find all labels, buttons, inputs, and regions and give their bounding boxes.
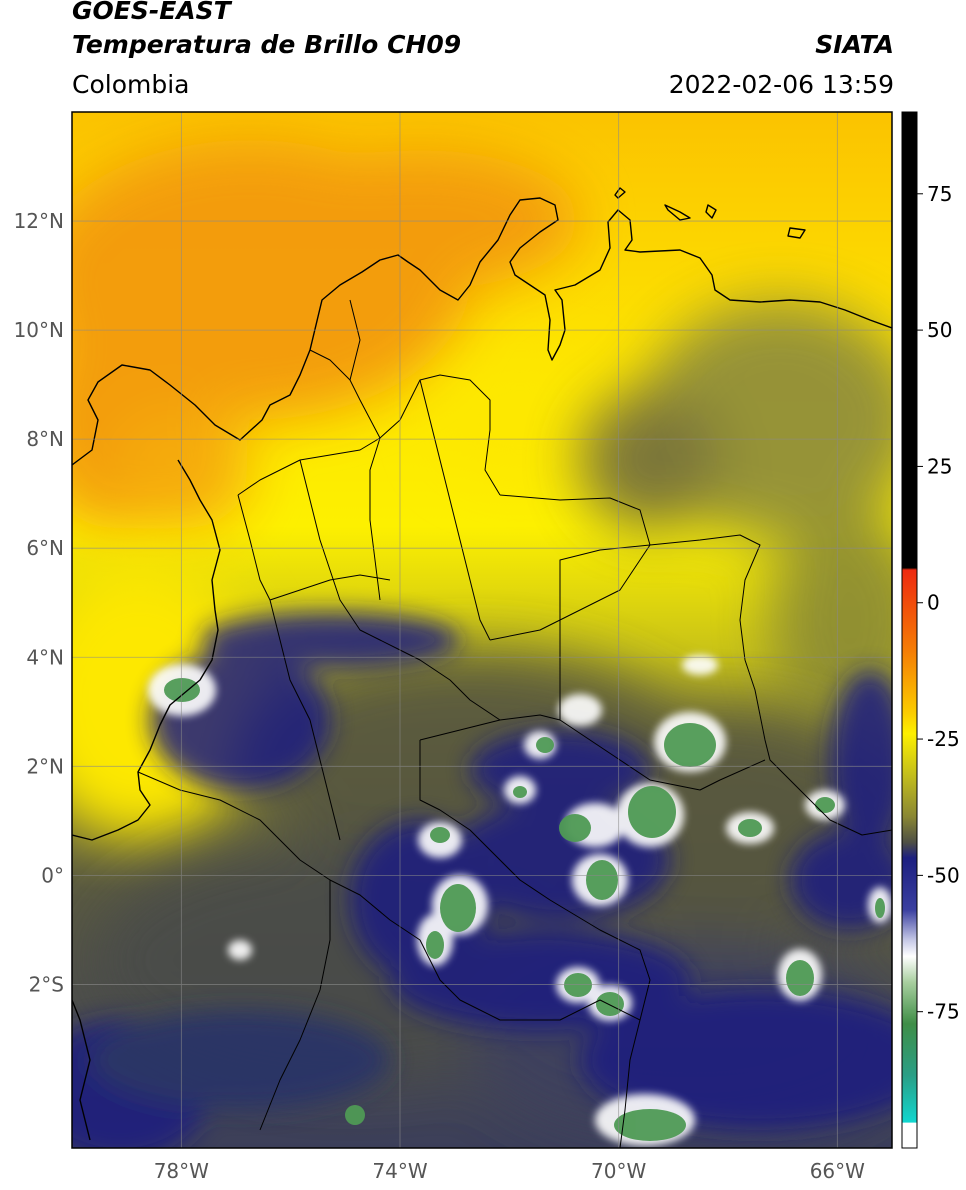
colorbar-tick-label: 75 [927, 182, 952, 206]
longitude-labels: 78°W 74°W 70°W 66°W [154, 1159, 865, 1183]
colorbar-tick-label: -50 [927, 863, 960, 887]
admin-borders [137, 299, 892, 1148]
colorbar-frame [901, 111, 918, 1149]
satellite-image [72, 112, 892, 1148]
colorbar-tick-label: 25 [927, 454, 952, 478]
lon-tick-label: 66°W [810, 1159, 865, 1183]
coastlines [72, 187, 892, 1141]
latitude-labels: 12°N 10°N 8°N 6°N 4°N 2°N 0° 2°S [14, 209, 64, 996]
title-satellite: GOES-EAST [72, 0, 231, 25]
lon-tick-label: 78°W [154, 1159, 209, 1183]
colorbar-tick-label: -75 [927, 1000, 960, 1024]
colorbar-tick-label: 50 [927, 318, 952, 342]
map-frame [71, 111, 893, 1149]
colorbar: 75 50 25 0 -25 -50 -75 [901, 111, 960, 1149]
timestamp-label: 2022-02-06 13:59 [668, 70, 894, 99]
lat-tick-label: 2°N [26, 754, 64, 778]
lon-tick-label: 74°W [372, 1159, 427, 1183]
region-label: Colombia [72, 70, 190, 99]
lon-tick-label: 70°W [591, 1159, 646, 1183]
graticule [72, 112, 892, 1148]
lat-tick-label: 12°N [14, 209, 64, 233]
colorbar-ramp [902, 112, 917, 1148]
title-product: Temperatura de Brillo CH09 [72, 30, 462, 59]
lat-tick-label: 6°N [26, 536, 64, 560]
lat-tick-label: 4°N [26, 645, 64, 669]
organization-label: SIATA [815, 30, 894, 59]
lat-tick-label: 10°N [14, 318, 64, 342]
lat-tick-label: 2°S [29, 972, 64, 996]
lat-tick-label: 0° [41, 863, 64, 887]
colorbar-tick-label: 0 [927, 591, 940, 615]
lat-tick-label: 8°N [26, 427, 64, 451]
colorbar-tick-label: -25 [927, 727, 960, 751]
